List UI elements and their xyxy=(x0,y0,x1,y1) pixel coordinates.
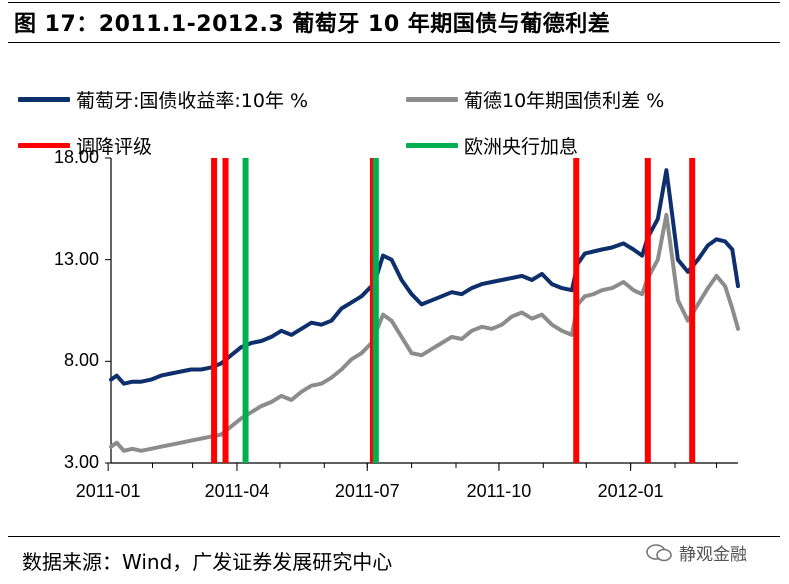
watermark-label: 静观金融 xyxy=(679,545,747,565)
legend-swatch-yield xyxy=(18,97,70,102)
x-tick-label: 2012-01 xyxy=(597,481,664,501)
x-tick-label: 2011-01 xyxy=(75,481,141,501)
y-tick-label: 3.00 xyxy=(63,452,99,472)
legend-label-yield: 葡萄牙:国债收益率:10年 % xyxy=(76,90,309,112)
watermark: 静观金融 xyxy=(645,540,747,565)
footer-rule xyxy=(8,536,780,537)
legend-label-ecb: 欧洲央行加息 xyxy=(464,136,579,158)
legend-label-spread: 葡德10年期国债利差 % xyxy=(464,90,665,112)
x-tick-label: 2011-07 xyxy=(334,481,400,501)
legend-swatch-spread xyxy=(406,97,458,102)
wechat-icon xyxy=(646,543,672,561)
legend-swatch-downgrade xyxy=(18,143,70,148)
y-tick-label: 8.00 xyxy=(63,350,99,371)
x-tick-label: 2011-04 xyxy=(204,481,270,501)
x-tick-label: 2011-10 xyxy=(466,481,532,501)
figure-title: 图 17：2011.1-2012.3 葡萄牙 10 年期国债与葡德利差 xyxy=(14,12,611,37)
top-rule xyxy=(8,2,780,3)
y-tick-label: 18.00 xyxy=(53,147,99,167)
legend-label-downgrade: 调降评级 xyxy=(76,136,153,158)
source-note: 数据来源：Wind，广发证券发展研究中心 xyxy=(22,550,393,574)
legend-item-yield: 葡萄牙:国债收益率:10年 % xyxy=(18,86,308,113)
legend-item-downgrade: 调降评级 xyxy=(18,132,152,159)
legend-item-spread: 葡德10年期国债利差 % xyxy=(406,86,664,113)
legend-item-ecb: 欧洲央行加息 xyxy=(406,132,578,159)
legend-swatch-ecb xyxy=(406,143,458,148)
title-rule xyxy=(8,42,780,43)
y-tick-label: 13.00 xyxy=(53,248,99,269)
